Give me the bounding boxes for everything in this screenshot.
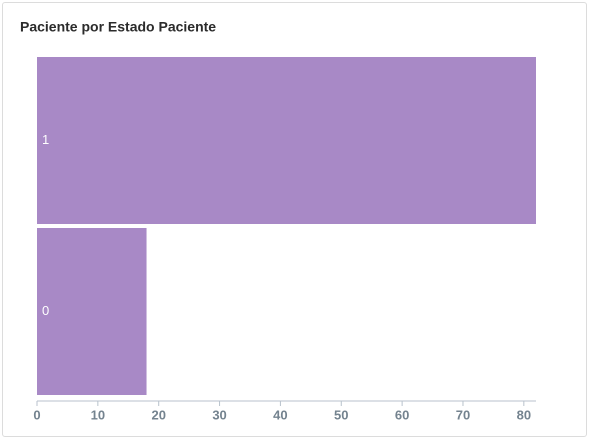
x-tick-label: 20 (151, 407, 165, 422)
x-tick-label: 70 (456, 407, 470, 422)
bar (37, 57, 536, 224)
bar (37, 228, 147, 395)
x-tick-label: 40 (273, 407, 287, 422)
x-tick-label: 30 (212, 407, 226, 422)
card (2, 2, 587, 437)
x-tick-label: 60 (395, 407, 409, 422)
x-tick-label: 80 (517, 407, 531, 422)
x-tick-label: 0 (33, 407, 40, 422)
chart-title: Paciente por Estado Paciente (20, 19, 216, 35)
x-tick-label: 10 (91, 407, 105, 422)
x-tick-label: 50 (334, 407, 348, 422)
category-label: 1 (42, 132, 49, 147)
category-label: 0 (42, 303, 49, 318)
